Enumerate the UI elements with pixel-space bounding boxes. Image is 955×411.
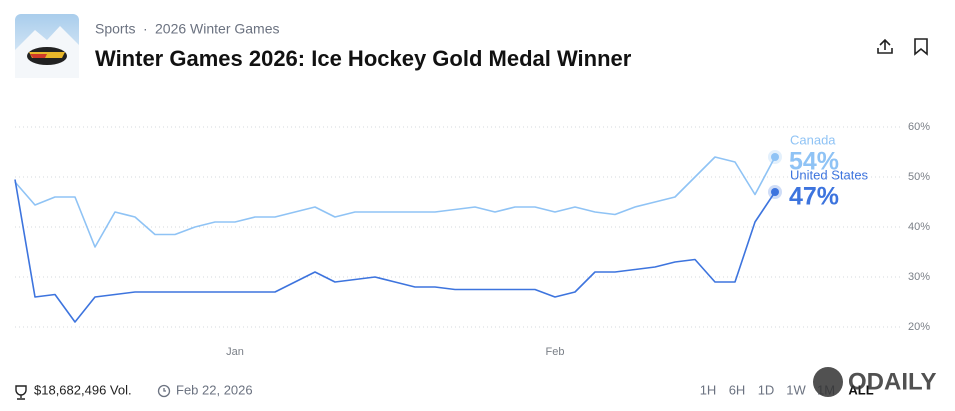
range-buttons: 1H6H1D1W1MALL — [700, 382, 874, 397]
end-label: 54% — [789, 148, 839, 176]
breadcrumb[interactable]: 2026 Winter Games — [155, 21, 280, 37]
bookmark-icon[interactable] — [914, 38, 928, 56]
series-line — [14, 179, 776, 323]
y-tick-label: 30% — [908, 271, 930, 283]
end-label: 47% — [789, 183, 839, 211]
x-tick-label: Feb — [546, 346, 565, 358]
watermark: ODAILY — [813, 367, 936, 397]
range-button[interactable]: 6H — [729, 382, 746, 397]
range-button[interactable]: 1W — [786, 382, 806, 397]
share-icon[interactable] — [877, 38, 893, 54]
end-dot — [771, 188, 779, 196]
title: Winter Games 2026: Ice Hockey Gold Medal… — [95, 46, 632, 71]
separator: · — [143, 21, 148, 37]
series-line — [14, 156, 776, 248]
y-tick-label: 20% — [908, 321, 930, 333]
date: Feb 22, 2026 — [176, 382, 253, 397]
volume: $18,682,496 Vol. — [34, 382, 132, 397]
thumbnail — [15, 14, 79, 78]
footer: $18,682,496 Vol. Feb 22, 2026 — [15, 382, 253, 400]
breadcrumb[interactable]: Sports — [95, 21, 135, 37]
y-tick-label: 60% — [908, 121, 930, 133]
range-button[interactable]: ALL — [848, 382, 873, 397]
x-tick-label: Jan — [226, 346, 244, 358]
y-tick-label: 50% — [908, 171, 930, 183]
watermark-text: ODAILY — [848, 368, 936, 395]
range-button[interactable]: 1D — [758, 382, 775, 397]
y-tick-label: 40% — [908, 221, 930, 233]
end-dot — [771, 153, 779, 161]
legend-name: United States — [790, 167, 869, 182]
range-button[interactable]: 1H — [700, 382, 717, 397]
legend-name: Canada — [790, 132, 836, 147]
